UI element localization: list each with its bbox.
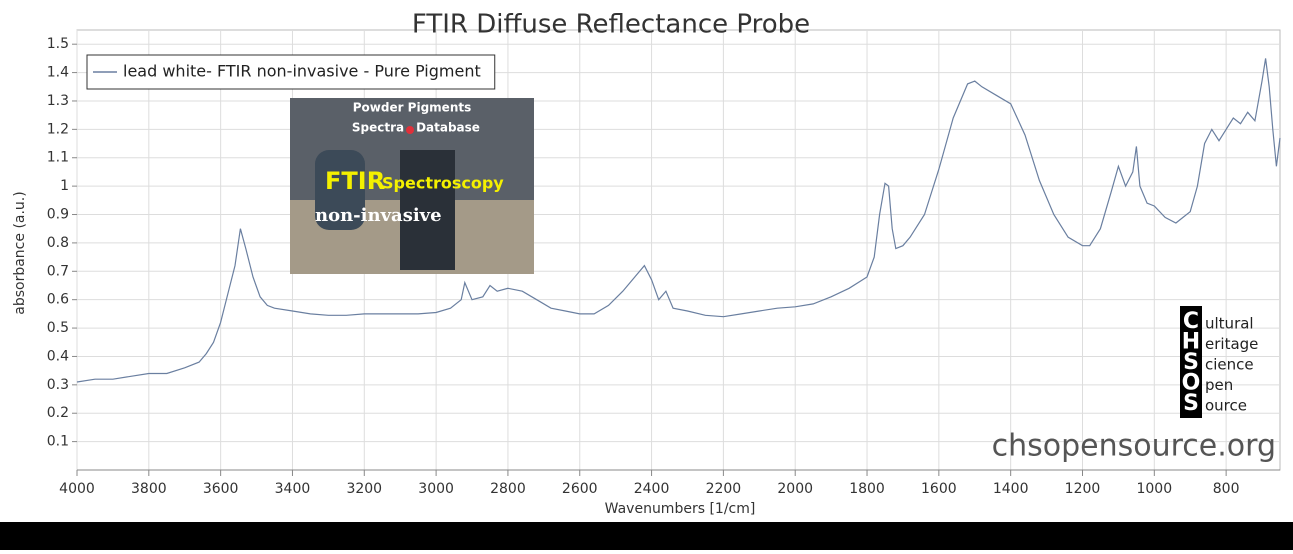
logo-word: ultural [1205,315,1254,333]
logo-initial: S [1183,350,1199,375]
data-line [76,58,1281,383]
y-tick-label: 1.1 [47,150,69,166]
legend-box [86,54,496,90]
x-tick-label: 2600 [562,481,598,497]
y-tick-label: 1.3 [47,93,69,109]
x-tick-label: 1800 [849,481,885,497]
logo-word: cience [1205,356,1254,374]
x-tick-label: 1400 [993,481,1029,497]
legend-label: lead white- FTIR non-invasive - Pure Pig… [123,62,481,81]
x-axis-label: Wavenumbers [1/cm] [605,501,756,517]
y-axis-label: absorbance (a.u.) [12,191,28,314]
inset-text: Spectra [352,121,404,135]
logo-word: eritage [1205,335,1258,353]
logo-initial: C [1183,309,1199,334]
logo-word: pen [1205,376,1233,394]
inset-text: non-invasive [315,205,442,226]
x-tick-label: 1000 [1136,481,1172,497]
logo-initial: O [1182,371,1201,396]
bottom-bar [0,522,1293,550]
y-tick-label: 1.5 [47,36,69,52]
y-tick-label: 0.5 [47,320,69,336]
x-tick-label: 3400 [275,481,311,497]
logo-word: ource [1205,397,1247,415]
y-tick-label: 1.4 [47,65,69,81]
inset-text: FTIR [325,167,385,195]
inset-text: Powder Pigments [353,101,472,115]
inset-led [406,126,414,134]
inset-probe [315,150,365,230]
x-tick-label: 3600 [203,481,239,497]
y-tick-label: 0.1 [47,434,69,450]
x-tick-label: 2000 [777,481,813,497]
y-tick-label: 0.9 [47,207,69,223]
y-tick-label: 0.4 [47,348,69,364]
x-tick-label: 3800 [131,481,167,497]
logo-initial: S [1183,391,1199,416]
inset-device [400,150,455,270]
x-tick-label: 2800 [490,481,526,497]
x-tick-label: 2400 [634,481,670,497]
x-tick-label: 4000 [59,481,95,497]
x-tick-label: 1600 [921,481,957,497]
chart-title: FTIR Diffuse Reflectance Probe [412,10,810,40]
inset-text: Spectroscopy [382,174,504,193]
inset-text: Database [416,121,480,135]
x-tick-label: 3200 [346,481,382,497]
logo-initial: H [1182,330,1200,355]
y-tick-label: 0.8 [47,235,69,251]
y-tick-label: 0.6 [47,292,69,308]
y-tick-label: 0.3 [47,377,69,393]
legend: lead white- FTIR non-invasive - Pure Pig… [86,54,496,90]
inset-image: Powder Pigments Spectra Database FTIR Sp… [290,98,534,274]
x-tick-label: 3000 [418,481,454,497]
y-tick-label: 1.2 [47,121,69,137]
grid [76,29,1281,471]
x-tick-label: 2200 [706,481,742,497]
y-tick-label: 1 [60,178,69,194]
watermark: chsopensource.org [992,429,1276,464]
plot-area [76,29,1281,471]
logo-bar [1180,306,1202,418]
x-tick-label: 800 [1213,481,1240,497]
x-tick-label: 1200 [1065,481,1101,497]
y-tick-label: 0.7 [47,263,69,279]
y-tick-label: 0.2 [47,405,69,421]
